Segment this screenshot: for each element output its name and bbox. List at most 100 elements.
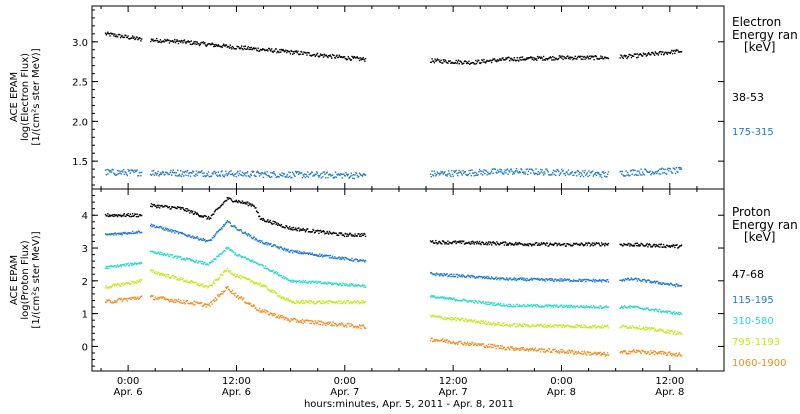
data-point bbox=[305, 300, 307, 302]
data-point bbox=[552, 349, 555, 351]
data-point bbox=[592, 56, 595, 58]
data-point bbox=[222, 250, 225, 253]
data-point bbox=[629, 278, 632, 281]
data-point bbox=[535, 306, 537, 308]
data-point bbox=[105, 301, 107, 303]
data-point bbox=[580, 242, 582, 244]
data-point bbox=[317, 280, 319, 283]
data-point bbox=[349, 283, 351, 286]
data-point bbox=[322, 324, 324, 326]
data-point bbox=[336, 258, 338, 260]
data-point bbox=[311, 252, 313, 254]
proton-legend-title-2: Energy ran bbox=[732, 218, 798, 232]
data-point bbox=[265, 285, 268, 288]
data-point bbox=[451, 173, 454, 176]
data-point bbox=[437, 172, 439, 175]
data-point bbox=[677, 247, 679, 249]
data-point bbox=[453, 342, 455, 344]
data-point bbox=[328, 257, 331, 259]
data-point bbox=[113, 33, 116, 35]
data-point bbox=[530, 243, 532, 246]
data-point bbox=[304, 229, 306, 231]
data-point bbox=[358, 172, 361, 174]
data-point bbox=[444, 274, 446, 276]
data-point bbox=[479, 301, 482, 303]
data-point bbox=[193, 236, 195, 238]
data-point bbox=[494, 60, 497, 62]
data-point bbox=[260, 285, 262, 287]
data-point bbox=[514, 171, 516, 173]
data-point bbox=[328, 321, 330, 323]
data-point bbox=[343, 325, 345, 327]
data-point bbox=[350, 323, 352, 325]
data-point bbox=[237, 275, 239, 278]
data-point bbox=[337, 256, 340, 259]
data-point bbox=[154, 296, 156, 298]
data-point bbox=[499, 345, 502, 347]
data-point bbox=[443, 60, 445, 63]
data-point bbox=[482, 300, 485, 303]
data-point bbox=[521, 346, 523, 349]
data-point bbox=[186, 210, 188, 212]
data-point bbox=[356, 56, 358, 58]
data-point bbox=[165, 276, 167, 278]
data-point bbox=[193, 174, 195, 177]
data-point bbox=[653, 310, 656, 312]
data-point bbox=[289, 249, 292, 252]
data-point bbox=[677, 311, 680, 314]
data-point bbox=[498, 347, 500, 349]
data-point bbox=[224, 250, 226, 252]
data-point bbox=[218, 255, 220, 258]
data-point bbox=[677, 284, 680, 286]
data-point bbox=[358, 327, 360, 329]
data-point bbox=[136, 279, 138, 282]
data-point bbox=[350, 59, 352, 61]
data-point bbox=[455, 59, 457, 62]
data-point bbox=[665, 283, 668, 285]
data-point bbox=[476, 240, 478, 243]
data-point bbox=[487, 277, 489, 280]
data-point bbox=[578, 173, 580, 176]
data-point bbox=[599, 244, 601, 247]
data-point bbox=[234, 253, 236, 256]
data-point bbox=[171, 229, 174, 231]
data-point bbox=[671, 245, 674, 248]
data-point bbox=[301, 319, 304, 321]
data-point bbox=[319, 253, 321, 255]
data-point bbox=[503, 171, 506, 173]
data-point bbox=[435, 315, 438, 318]
data-point bbox=[439, 273, 442, 275]
data-point bbox=[656, 330, 658, 332]
data-point bbox=[567, 324, 569, 326]
data-point bbox=[579, 306, 581, 308]
data-point bbox=[245, 257, 247, 260]
data-point bbox=[274, 221, 277, 223]
data-point bbox=[301, 281, 303, 283]
data-point bbox=[513, 172, 515, 175]
data-point bbox=[335, 282, 337, 284]
data-point bbox=[653, 280, 656, 282]
data-point bbox=[431, 241, 433, 243]
x-tick-date-label: Apr. 7 bbox=[330, 387, 359, 398]
data-point bbox=[678, 51, 681, 53]
data-point bbox=[164, 229, 166, 231]
data-point bbox=[435, 339, 437, 341]
data-point bbox=[542, 279, 544, 281]
data-point bbox=[591, 307, 594, 309]
data-point bbox=[540, 347, 543, 350]
data-point bbox=[288, 299, 290, 302]
data-point bbox=[602, 171, 604, 173]
data-point bbox=[583, 350, 586, 352]
data-point bbox=[227, 173, 229, 175]
data-point bbox=[635, 349, 638, 352]
data-point bbox=[222, 251, 224, 254]
data-point bbox=[487, 321, 490, 323]
data-point bbox=[321, 230, 323, 232]
data-point bbox=[126, 300, 129, 302]
data-point bbox=[429, 272, 432, 274]
data-point bbox=[644, 308, 647, 311]
data-point bbox=[499, 347, 501, 349]
data-point bbox=[593, 326, 595, 328]
data-point bbox=[672, 333, 675, 335]
data-point bbox=[343, 174, 346, 177]
